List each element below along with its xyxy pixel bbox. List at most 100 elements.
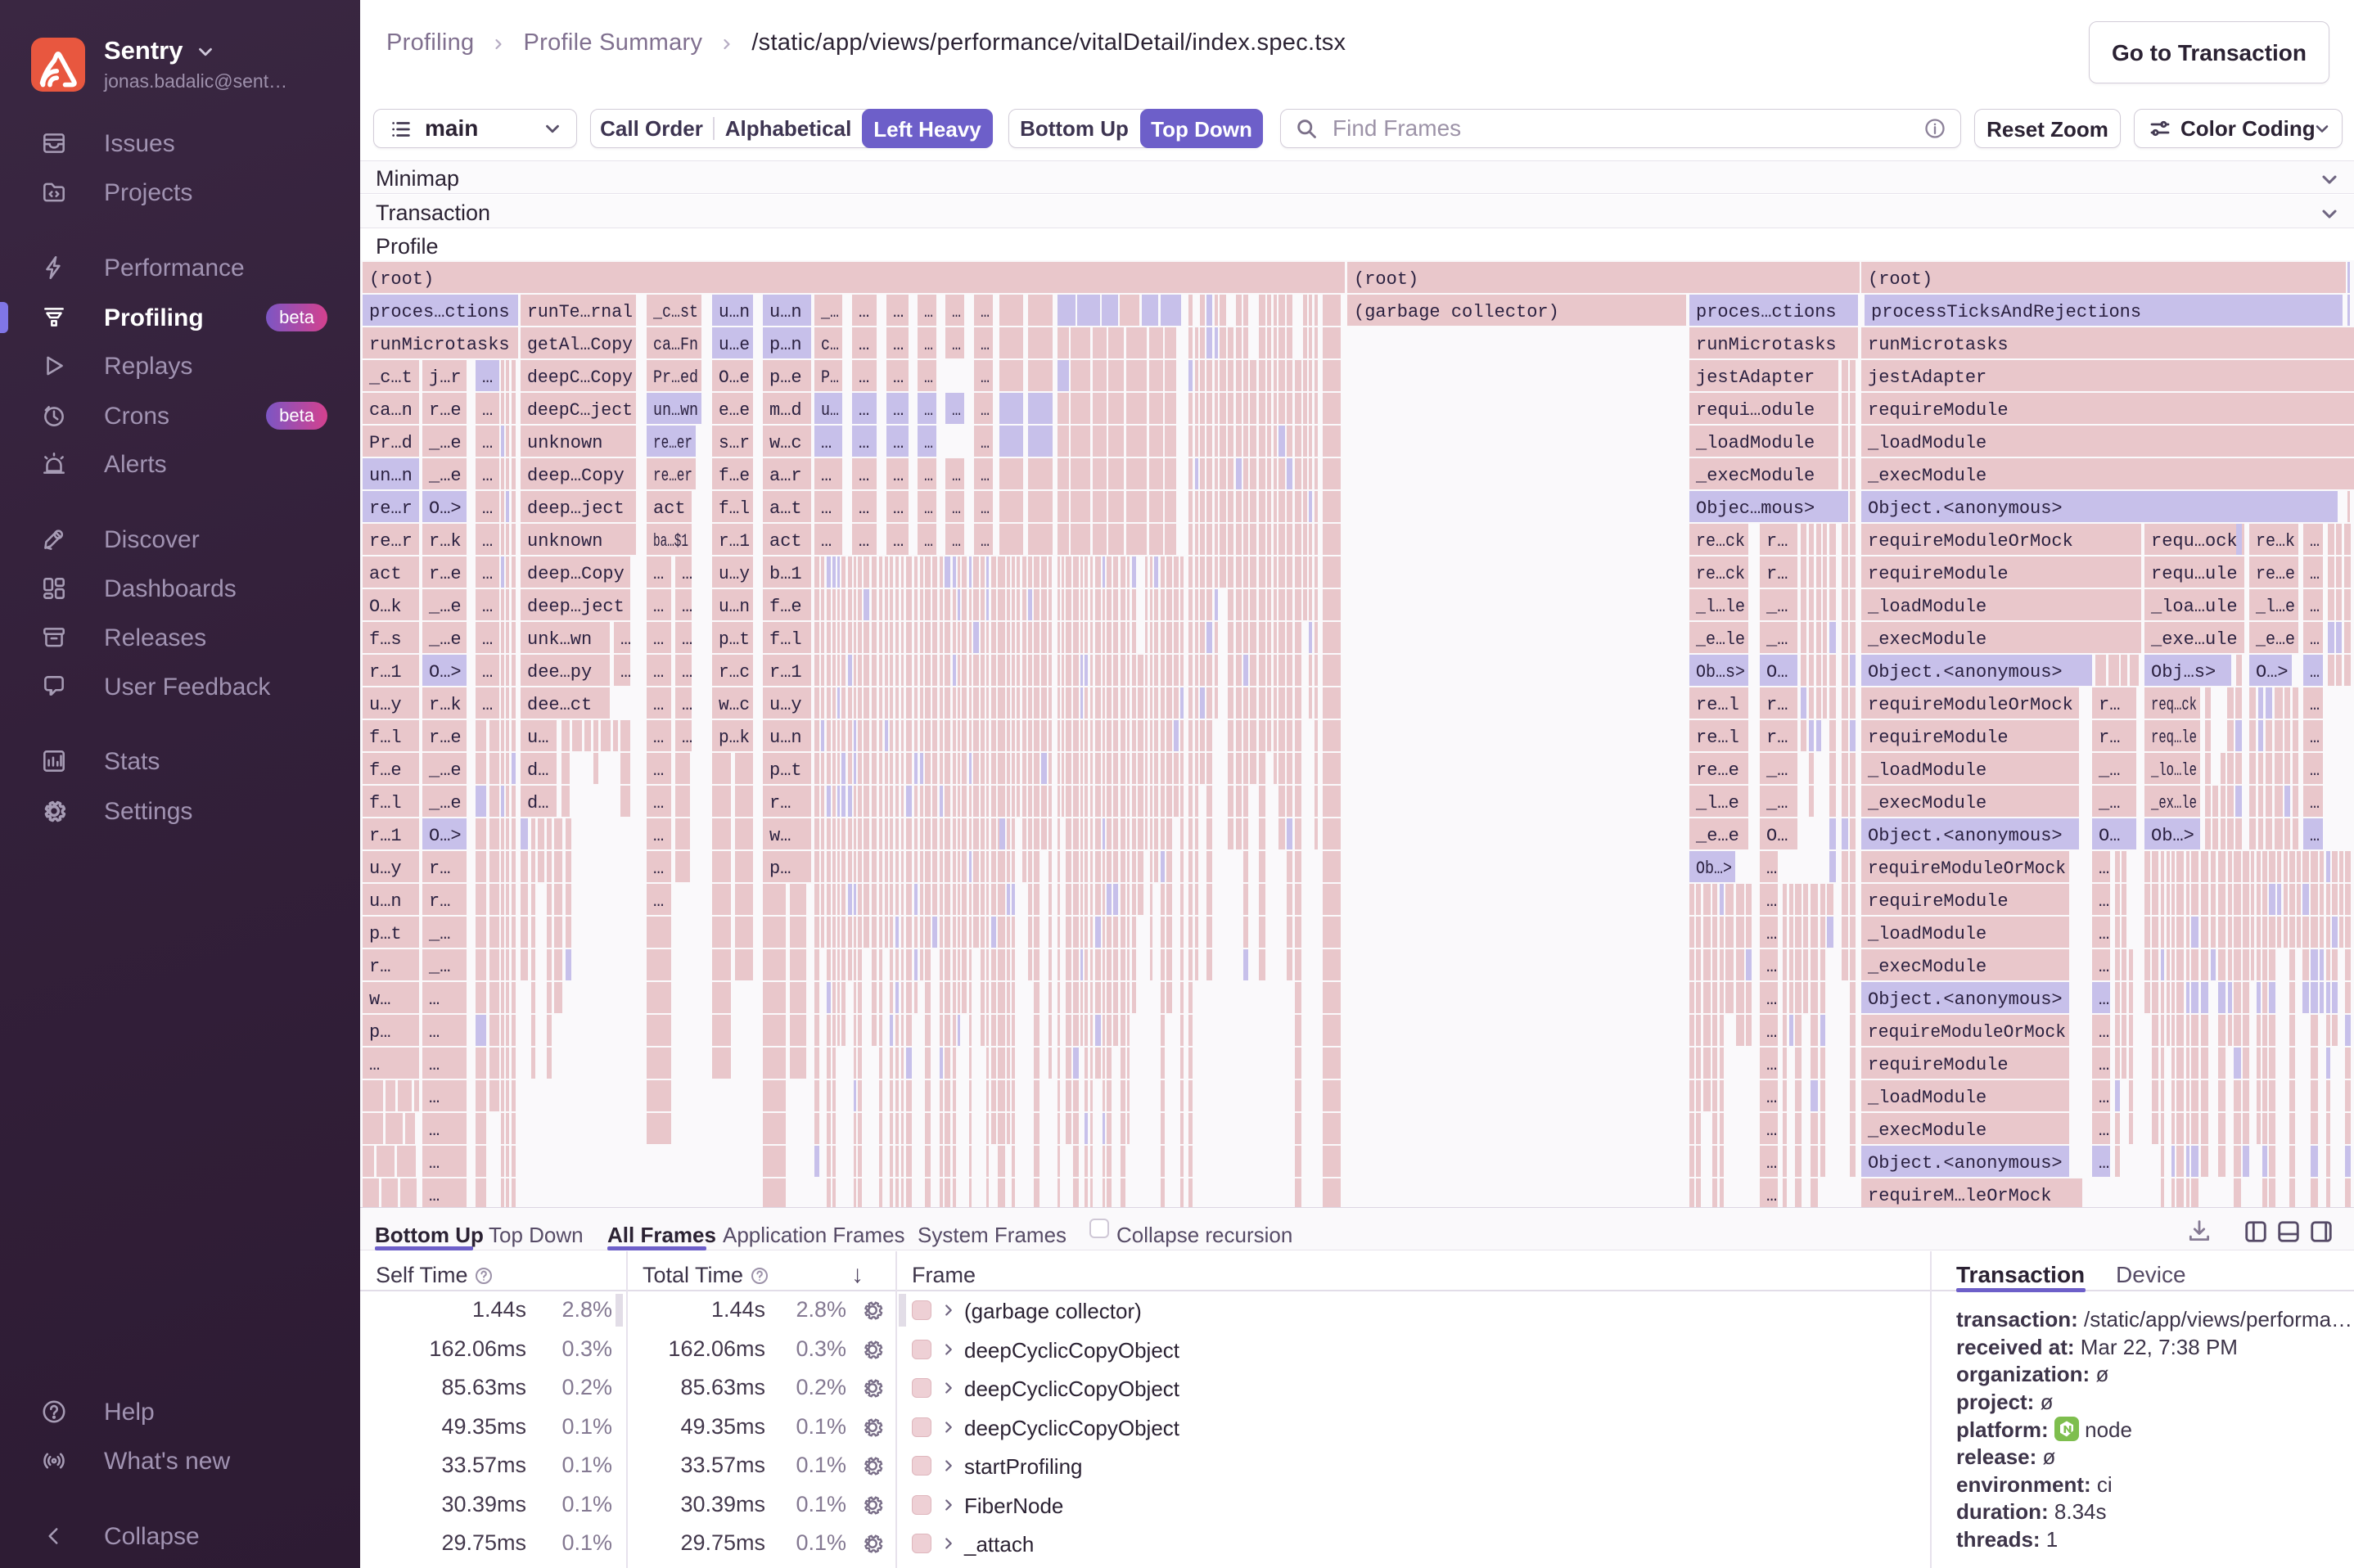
svg-text:b…1: b…1 bbox=[769, 564, 802, 584]
svg-text:_…e: _…e bbox=[428, 597, 462, 617]
svg-text:…: … bbox=[482, 466, 493, 486]
svg-text:…: … bbox=[2099, 858, 2109, 879]
svg-text:requireModuleOrMock: requireModuleOrMock bbox=[1868, 1022, 2066, 1043]
svg-text:…: … bbox=[620, 662, 631, 683]
svg-text:O…e: O…e bbox=[719, 367, 750, 388]
svg-text:…: … bbox=[2310, 793, 2320, 813]
svg-text:unk…wn: unk…wn bbox=[527, 629, 592, 650]
svg-text:u…y: u…y bbox=[369, 858, 402, 879]
svg-text:…: … bbox=[859, 335, 869, 355]
svg-text:runTe…rnal: runTe…rnal bbox=[527, 302, 633, 322]
svg-text:…: … bbox=[2310, 662, 2320, 683]
svg-text:…: … bbox=[682, 728, 692, 748]
svg-text:requireModule: requireModule bbox=[1868, 891, 2009, 912]
svg-text:…: … bbox=[924, 302, 933, 322]
svg-text:w…c: w…c bbox=[719, 695, 750, 715]
svg-text:r…: r… bbox=[429, 891, 450, 912]
svg-text:…: … bbox=[653, 662, 664, 683]
svg-text:…: … bbox=[1766, 1120, 1777, 1141]
svg-text:ba…$1: ba…$1 bbox=[653, 531, 688, 552]
svg-text:a…r: a…r bbox=[769, 466, 802, 486]
svg-text:…: … bbox=[2310, 695, 2320, 715]
svg-text:…: … bbox=[893, 400, 904, 421]
svg-text:(garbage collector): (garbage collector) bbox=[1354, 302, 1559, 322]
svg-text:_loadModule: _loadModule bbox=[1867, 760, 1986, 781]
svg-text:…: … bbox=[482, 400, 493, 421]
svg-text:…: … bbox=[859, 531, 869, 552]
svg-text:_exe…ule: _exe…ule bbox=[2150, 629, 2238, 650]
svg-text:re…r: re…r bbox=[369, 498, 413, 519]
svg-text:un…wn: un…wn bbox=[653, 400, 698, 421]
svg-text:…: … bbox=[859, 302, 869, 322]
svg-text:O…>: O…> bbox=[429, 498, 462, 519]
svg-text:…: … bbox=[893, 302, 904, 322]
svg-text:_loadModule: _loadModule bbox=[1867, 433, 1986, 453]
svg-text:…: … bbox=[981, 302, 990, 322]
svg-text:d…: d… bbox=[527, 793, 548, 813]
svg-text:…: … bbox=[1766, 1088, 1777, 1108]
svg-text:r…e: r…e bbox=[429, 400, 462, 421]
svg-text:…: … bbox=[1766, 891, 1777, 912]
svg-text:requi…odule: requi…odule bbox=[1696, 400, 1815, 421]
svg-text:w…c: w…c bbox=[769, 433, 802, 453]
svg-text:re…ck: re…ck bbox=[1696, 564, 1745, 584]
svg-text:re…l: re…l bbox=[1696, 728, 1739, 748]
svg-text:…: … bbox=[1766, 957, 1777, 977]
svg-text:…: … bbox=[1766, 924, 1777, 944]
svg-text:…: … bbox=[429, 1153, 440, 1174]
svg-text:act: act bbox=[653, 498, 686, 519]
svg-text:Object.<anonymous>: Object.<anonymous> bbox=[1868, 1153, 2063, 1174]
svg-text:p…t: p…t bbox=[369, 924, 402, 944]
svg-text:_loadModule: _loadModule bbox=[1867, 1088, 1986, 1108]
svg-text:…: … bbox=[653, 858, 664, 879]
svg-text:…: … bbox=[893, 498, 904, 519]
svg-text:…: … bbox=[952, 531, 961, 552]
svg-text:…: … bbox=[924, 498, 933, 519]
svg-text:…: … bbox=[482, 367, 493, 388]
svg-text:proces…ctions: proces…ctions bbox=[1696, 302, 1837, 322]
svg-text:p…t: p…t bbox=[719, 629, 750, 650]
svg-text:…: … bbox=[981, 400, 990, 421]
svg-text:requireModuleOrMock: requireModuleOrMock bbox=[1868, 531, 2073, 552]
svg-text:…: … bbox=[893, 531, 904, 552]
svg-text:_…: _… bbox=[2098, 793, 2120, 813]
svg-text:…: … bbox=[482, 531, 493, 552]
svg-text:…: … bbox=[2310, 531, 2320, 552]
svg-text:…: … bbox=[821, 531, 832, 552]
svg-text:…: … bbox=[482, 433, 493, 453]
svg-text:…: … bbox=[981, 498, 990, 519]
svg-text:r…: r… bbox=[429, 858, 450, 879]
svg-text:requ…ule: requ…ule bbox=[2151, 564, 2238, 584]
svg-text:p…: p… bbox=[769, 858, 791, 879]
svg-text:r…e: r…e bbox=[429, 728, 462, 748]
svg-text:…: … bbox=[893, 335, 904, 355]
svg-text:_…: _… bbox=[1766, 793, 1788, 813]
svg-text:p…t: p…t bbox=[769, 760, 802, 781]
svg-text:…: … bbox=[924, 400, 933, 421]
svg-text:r…: r… bbox=[2099, 728, 2120, 748]
svg-text:r…1: r…1 bbox=[719, 531, 750, 552]
svg-text:u…n: u…n bbox=[719, 302, 750, 322]
svg-text:deepC…ject: deepC…ject bbox=[527, 400, 633, 421]
svg-text:d…: d… bbox=[527, 760, 548, 781]
svg-text:re…l: re…l bbox=[1696, 695, 1739, 715]
svg-text:_l…e: _l…e bbox=[2255, 597, 2295, 617]
svg-text:…: … bbox=[924, 335, 933, 355]
svg-text:r…k: r…k bbox=[429, 695, 462, 715]
svg-text:…: … bbox=[653, 728, 664, 748]
svg-text:…: … bbox=[924, 531, 933, 552]
svg-text:f…l: f…l bbox=[719, 498, 750, 519]
svg-text:…: … bbox=[981, 531, 990, 552]
svg-text:_…e: _…e bbox=[428, 629, 462, 650]
svg-text:_e…e: _e…e bbox=[1695, 826, 1739, 846]
svg-text:w…: w… bbox=[769, 826, 791, 846]
svg-text:requireModule: requireModule bbox=[1868, 400, 2009, 421]
svg-text:_…: _… bbox=[1766, 760, 1788, 781]
svg-text:proces…ctions: proces…ctions bbox=[369, 302, 510, 322]
svg-text:re…ck: re…ck bbox=[1696, 531, 1745, 552]
svg-text:r…1: r…1 bbox=[369, 662, 402, 683]
svg-text:O…: O… bbox=[2099, 826, 2120, 846]
svg-text:…: … bbox=[482, 695, 493, 715]
svg-text:…: … bbox=[924, 433, 933, 453]
svg-text:…: … bbox=[482, 498, 493, 519]
